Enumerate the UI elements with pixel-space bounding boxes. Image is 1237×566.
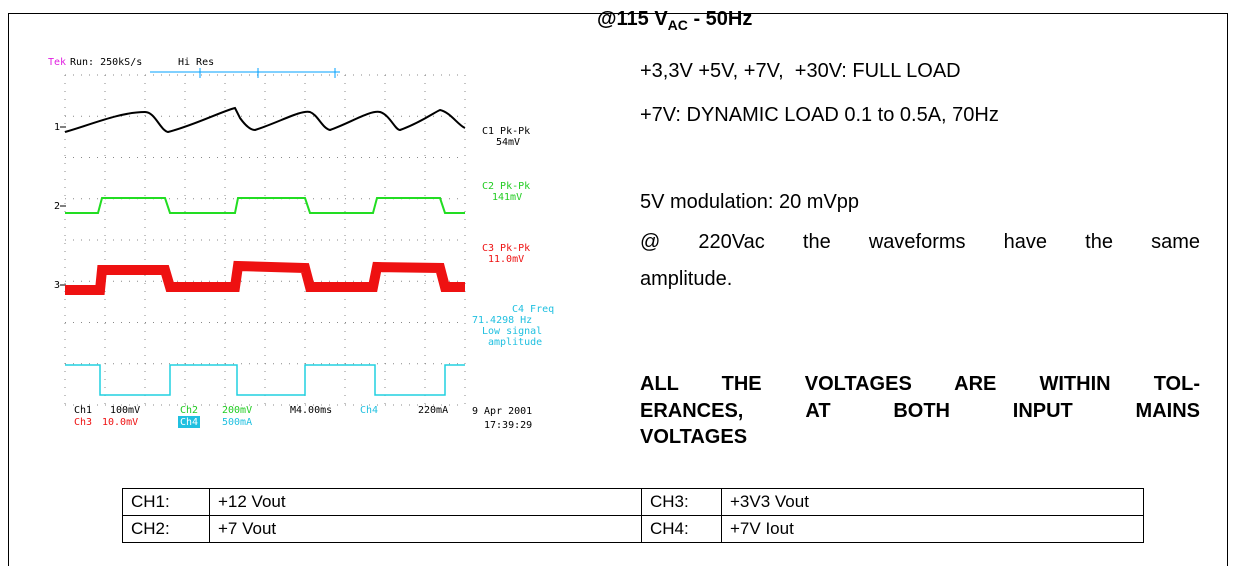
readout: C2 Pk-Pk: [482, 181, 530, 192]
trace-ch4: [65, 365, 465, 395]
scope-time: 17:39:29: [484, 420, 532, 431]
conclusion-line: ERANCES, AT BOTH INPUT MAINS: [640, 400, 1200, 423]
scale-label: 220mA: [418, 405, 448, 416]
heading-sub: AC: [668, 17, 688, 33]
scale-label: Ch1: [74, 405, 92, 416]
dynamic-text: +7V: DYNAMIC LOAD 0.1 to 0.5A, 70Hz: [640, 104, 999, 127]
scope-grid: [65, 75, 465, 405]
heading-main: @115 V: [597, 8, 668, 30]
cell: +7 Vout: [210, 516, 642, 543]
scale-label: Ch3: [74, 417, 92, 428]
channel-marker: 2: [54, 201, 60, 212]
note-line: @ 220Vac the waveforms have the same: [640, 231, 1200, 254]
scale-label: 10.0mV: [102, 417, 138, 428]
modulation-text: 5V modulation: 20 mVpp: [640, 191, 859, 214]
note-line: amplitude.: [640, 268, 1200, 291]
readout: C1 Pk-Pk: [482, 126, 530, 137]
scale-label: Ch2: [180, 405, 198, 416]
scale-label: 200mV: [222, 405, 252, 416]
trace-ch1: [65, 108, 465, 132]
load-text: +3,3V +5V, +7V, +30V: FULL LOAD: [640, 60, 961, 83]
readout: 11.0mV: [488, 254, 524, 265]
scale-label: 100mV: [110, 405, 140, 416]
heading: @115 VAC - 50Hz: [597, 8, 752, 33]
cell: +12 Vout: [210, 489, 642, 516]
scale-label: Ch4: [360, 405, 378, 416]
readout: 141mV: [492, 192, 522, 203]
readout: C3 Pk-Pk: [482, 243, 530, 254]
channel-table: CH1: +12 Vout CH3: +3V3 Vout CH2: +7 Vou…: [122, 488, 1144, 543]
scope-mode: Hi Res: [178, 57, 214, 68]
readout: C4 Freq: [512, 304, 554, 315]
cell: CH1:: [123, 489, 210, 516]
readout: Low signal: [482, 326, 542, 337]
cell: CH4:: [642, 516, 722, 543]
cell: +3V3 Vout: [722, 489, 1144, 516]
scope-brand: Tek: [48, 57, 66, 68]
cell: +7V Iout: [722, 516, 1144, 543]
trigger-bar: [150, 68, 340, 78]
scale-label: Ch4: [180, 417, 198, 428]
trace-ch2: [65, 198, 465, 213]
heading-tail: - 50Hz: [688, 8, 752, 30]
readout: amplitude: [488, 337, 542, 348]
cell: CH3:: [642, 489, 722, 516]
channel-marker: 1: [54, 122, 60, 133]
conclusion-line: ALL THE VOLTAGES ARE WITHIN TOL-: [640, 373, 1200, 396]
cell: CH2:: [123, 516, 210, 543]
table-row: CH1: +12 Vout CH3: +3V3 Vout: [123, 489, 1144, 516]
page: Tek Run: 250kS/s Hi Res 1 2 3 C1 Pk-Pk 5…: [0, 0, 1237, 566]
readout: 71.4298 Hz: [472, 315, 532, 326]
scale-label: 500mA: [222, 417, 252, 428]
marker-arrows: [60, 127, 66, 285]
scope-run: Run: 250kS/s: [70, 57, 142, 68]
conclusion-line: VOLTAGES: [640, 426, 1200, 449]
trace-ch3: [65, 266, 465, 290]
table-row: CH2: +7 Vout CH4: +7V Iout: [123, 516, 1144, 543]
readout: 54mV: [496, 137, 520, 148]
scale-label: M4.00ms: [290, 405, 332, 416]
scope-date: 9 Apr 2001: [472, 406, 532, 417]
channel-marker: 3: [54, 280, 60, 291]
